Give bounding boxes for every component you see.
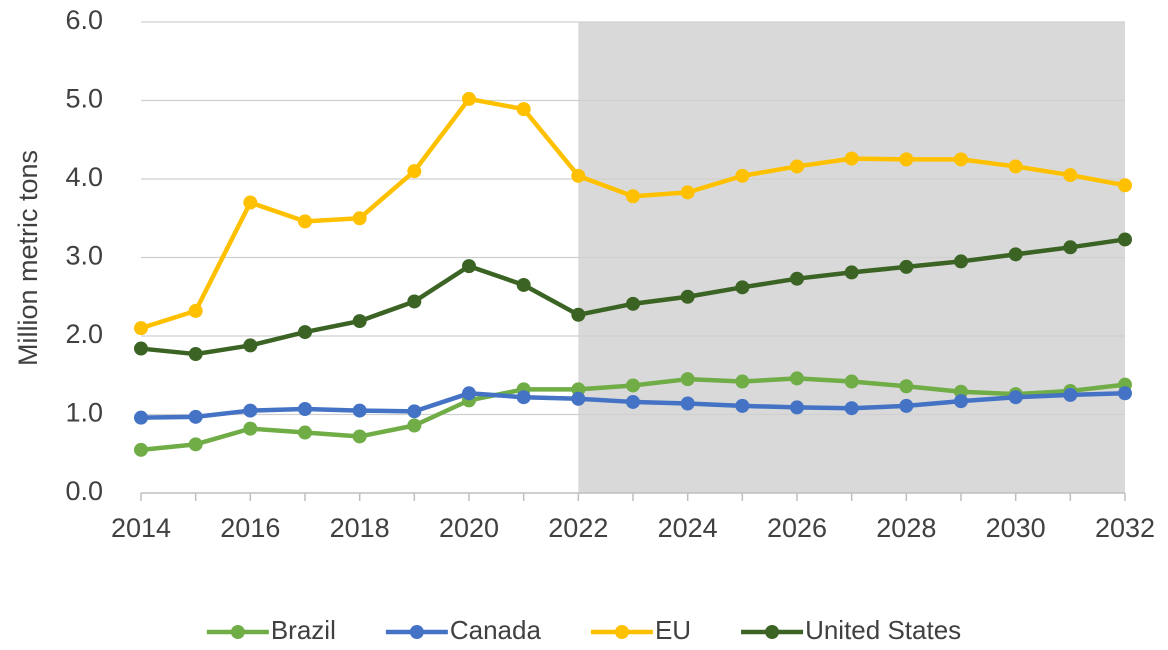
data-point [954, 152, 968, 167]
x-tick-label: 2022 [548, 513, 608, 543]
data-point [407, 418, 422, 433]
data-point [571, 168, 586, 183]
data-point [735, 280, 750, 295]
data-point [188, 347, 203, 362]
data-point [1008, 390, 1023, 405]
legend-label: Brazil [271, 615, 336, 645]
data-point [352, 429, 367, 444]
data-point [790, 371, 804, 386]
data-point [954, 254, 968, 269]
legend-marker [409, 625, 424, 639]
data-point [735, 168, 750, 183]
x-tick-label: 2028 [876, 513, 936, 543]
data-point [790, 159, 804, 174]
data-point [844, 374, 859, 389]
legend-marker [614, 625, 629, 639]
data-point [188, 437, 203, 452]
data-point [352, 314, 367, 329]
data-point [790, 400, 804, 415]
data-point [626, 189, 640, 204]
data-point [1118, 386, 1132, 401]
data-point [134, 341, 148, 356]
data-point [1118, 232, 1132, 247]
data-point [954, 394, 968, 409]
data-point [680, 396, 695, 411]
x-tick-label: 2018 [330, 513, 390, 543]
x-tick-label: 2014 [111, 513, 171, 543]
legend-marker [765, 625, 780, 639]
data-point [516, 277, 531, 292]
legend-label: Canada [450, 615, 542, 645]
data-point [134, 321, 148, 336]
data-point [1063, 168, 1078, 183]
data-point [571, 307, 586, 322]
y-tick-label: 2.0 [65, 319, 103, 349]
x-tick-label: 2030 [986, 513, 1046, 543]
data-point [1063, 240, 1078, 255]
data-point [844, 265, 859, 280]
legend-marker [230, 625, 245, 639]
y-tick-label: 5.0 [65, 84, 103, 114]
data-point [844, 151, 859, 166]
data-point [571, 391, 586, 406]
data-point [1008, 159, 1023, 174]
x-tick-label: 2032 [1095, 513, 1155, 543]
y-tick-label: 0.0 [65, 476, 103, 506]
data-point [680, 185, 695, 200]
data-point [680, 372, 695, 387]
x-tick-label: 2016 [220, 513, 280, 543]
x-tick-label: 2026 [767, 513, 827, 543]
y-tick-label: 6.0 [65, 5, 103, 35]
legend-label: EU [655, 615, 691, 645]
legend-label: United States [805, 615, 961, 645]
data-point [462, 386, 476, 401]
data-point [516, 102, 531, 117]
data-point [243, 338, 258, 353]
data-point [1063, 387, 1078, 402]
y-axis-label: Million metric tons [13, 150, 43, 366]
data-point [134, 410, 148, 425]
data-point [626, 394, 640, 409]
data-point [407, 404, 422, 419]
data-point [298, 325, 312, 340]
data-point [899, 379, 914, 394]
data-point [462, 91, 476, 106]
data-point [188, 303, 203, 318]
y-tick-label: 1.0 [65, 398, 103, 428]
data-point [735, 374, 750, 389]
data-point [243, 195, 258, 210]
data-point [735, 398, 750, 413]
x-tick-label: 2020 [439, 513, 499, 543]
data-point [899, 398, 914, 413]
data-point [462, 259, 476, 274]
data-point [298, 214, 312, 229]
data-point [298, 402, 312, 417]
data-point [1008, 247, 1023, 262]
data-point [790, 271, 804, 286]
data-point [134, 442, 148, 457]
data-point [243, 403, 258, 418]
data-point [680, 289, 695, 304]
y-tick-label: 4.0 [65, 162, 103, 192]
data-point [626, 296, 640, 311]
y-tick-label: 3.0 [65, 241, 103, 271]
data-point [188, 409, 203, 424]
data-point [844, 401, 859, 416]
data-point [352, 403, 367, 418]
data-point [1118, 178, 1132, 193]
data-point [298, 425, 312, 440]
data-point [407, 164, 422, 179]
data-point [899, 152, 914, 167]
data-point [899, 259, 914, 274]
data-point [243, 421, 258, 436]
data-point [626, 378, 640, 393]
data-point [516, 390, 531, 405]
data-point [352, 211, 367, 226]
x-tick-label: 2024 [658, 513, 718, 543]
data-point [407, 294, 422, 309]
